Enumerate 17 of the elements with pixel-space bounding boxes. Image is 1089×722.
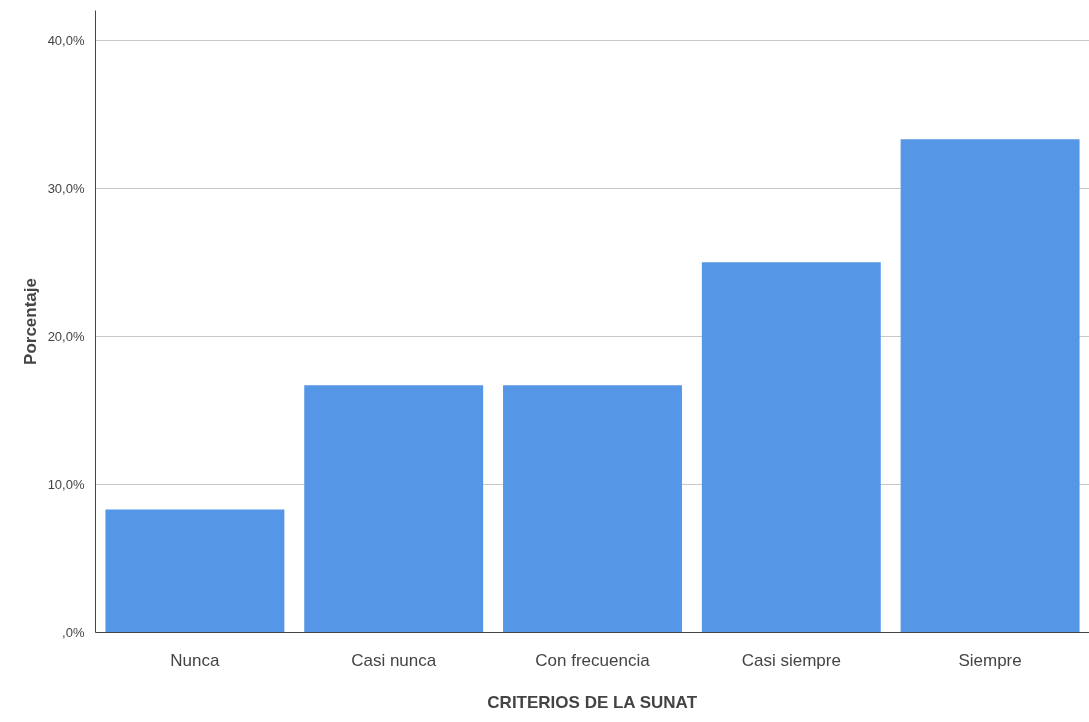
- y-tick-label: 20,0%: [47, 328, 85, 344]
- bar: [900, 139, 1080, 633]
- bar: [304, 385, 484, 633]
- x-tick-label: Nunca: [170, 650, 221, 670]
- bar: [105, 509, 285, 633]
- x-tick-label: Casi siempre: [741, 650, 841, 670]
- y-axis-title: Porcentaje: [20, 278, 40, 365]
- y-tick-label: ,0%: [62, 625, 85, 640]
- x-tick-label: Con frecuencia: [535, 650, 651, 670]
- x-axis-title: CRITERIOS DE LA SUNAT: [487, 692, 698, 712]
- bar: [701, 262, 881, 633]
- x-tick-label: Casi nunca: [351, 650, 437, 670]
- x-tick-label: Siempre: [958, 650, 1022, 670]
- y-tick-label: 10,0%: [47, 476, 85, 492]
- y-tick-label: 40,0%: [47, 32, 85, 48]
- y-tick-label: 30,0%: [47, 180, 85, 196]
- bar: [503, 385, 682, 633]
